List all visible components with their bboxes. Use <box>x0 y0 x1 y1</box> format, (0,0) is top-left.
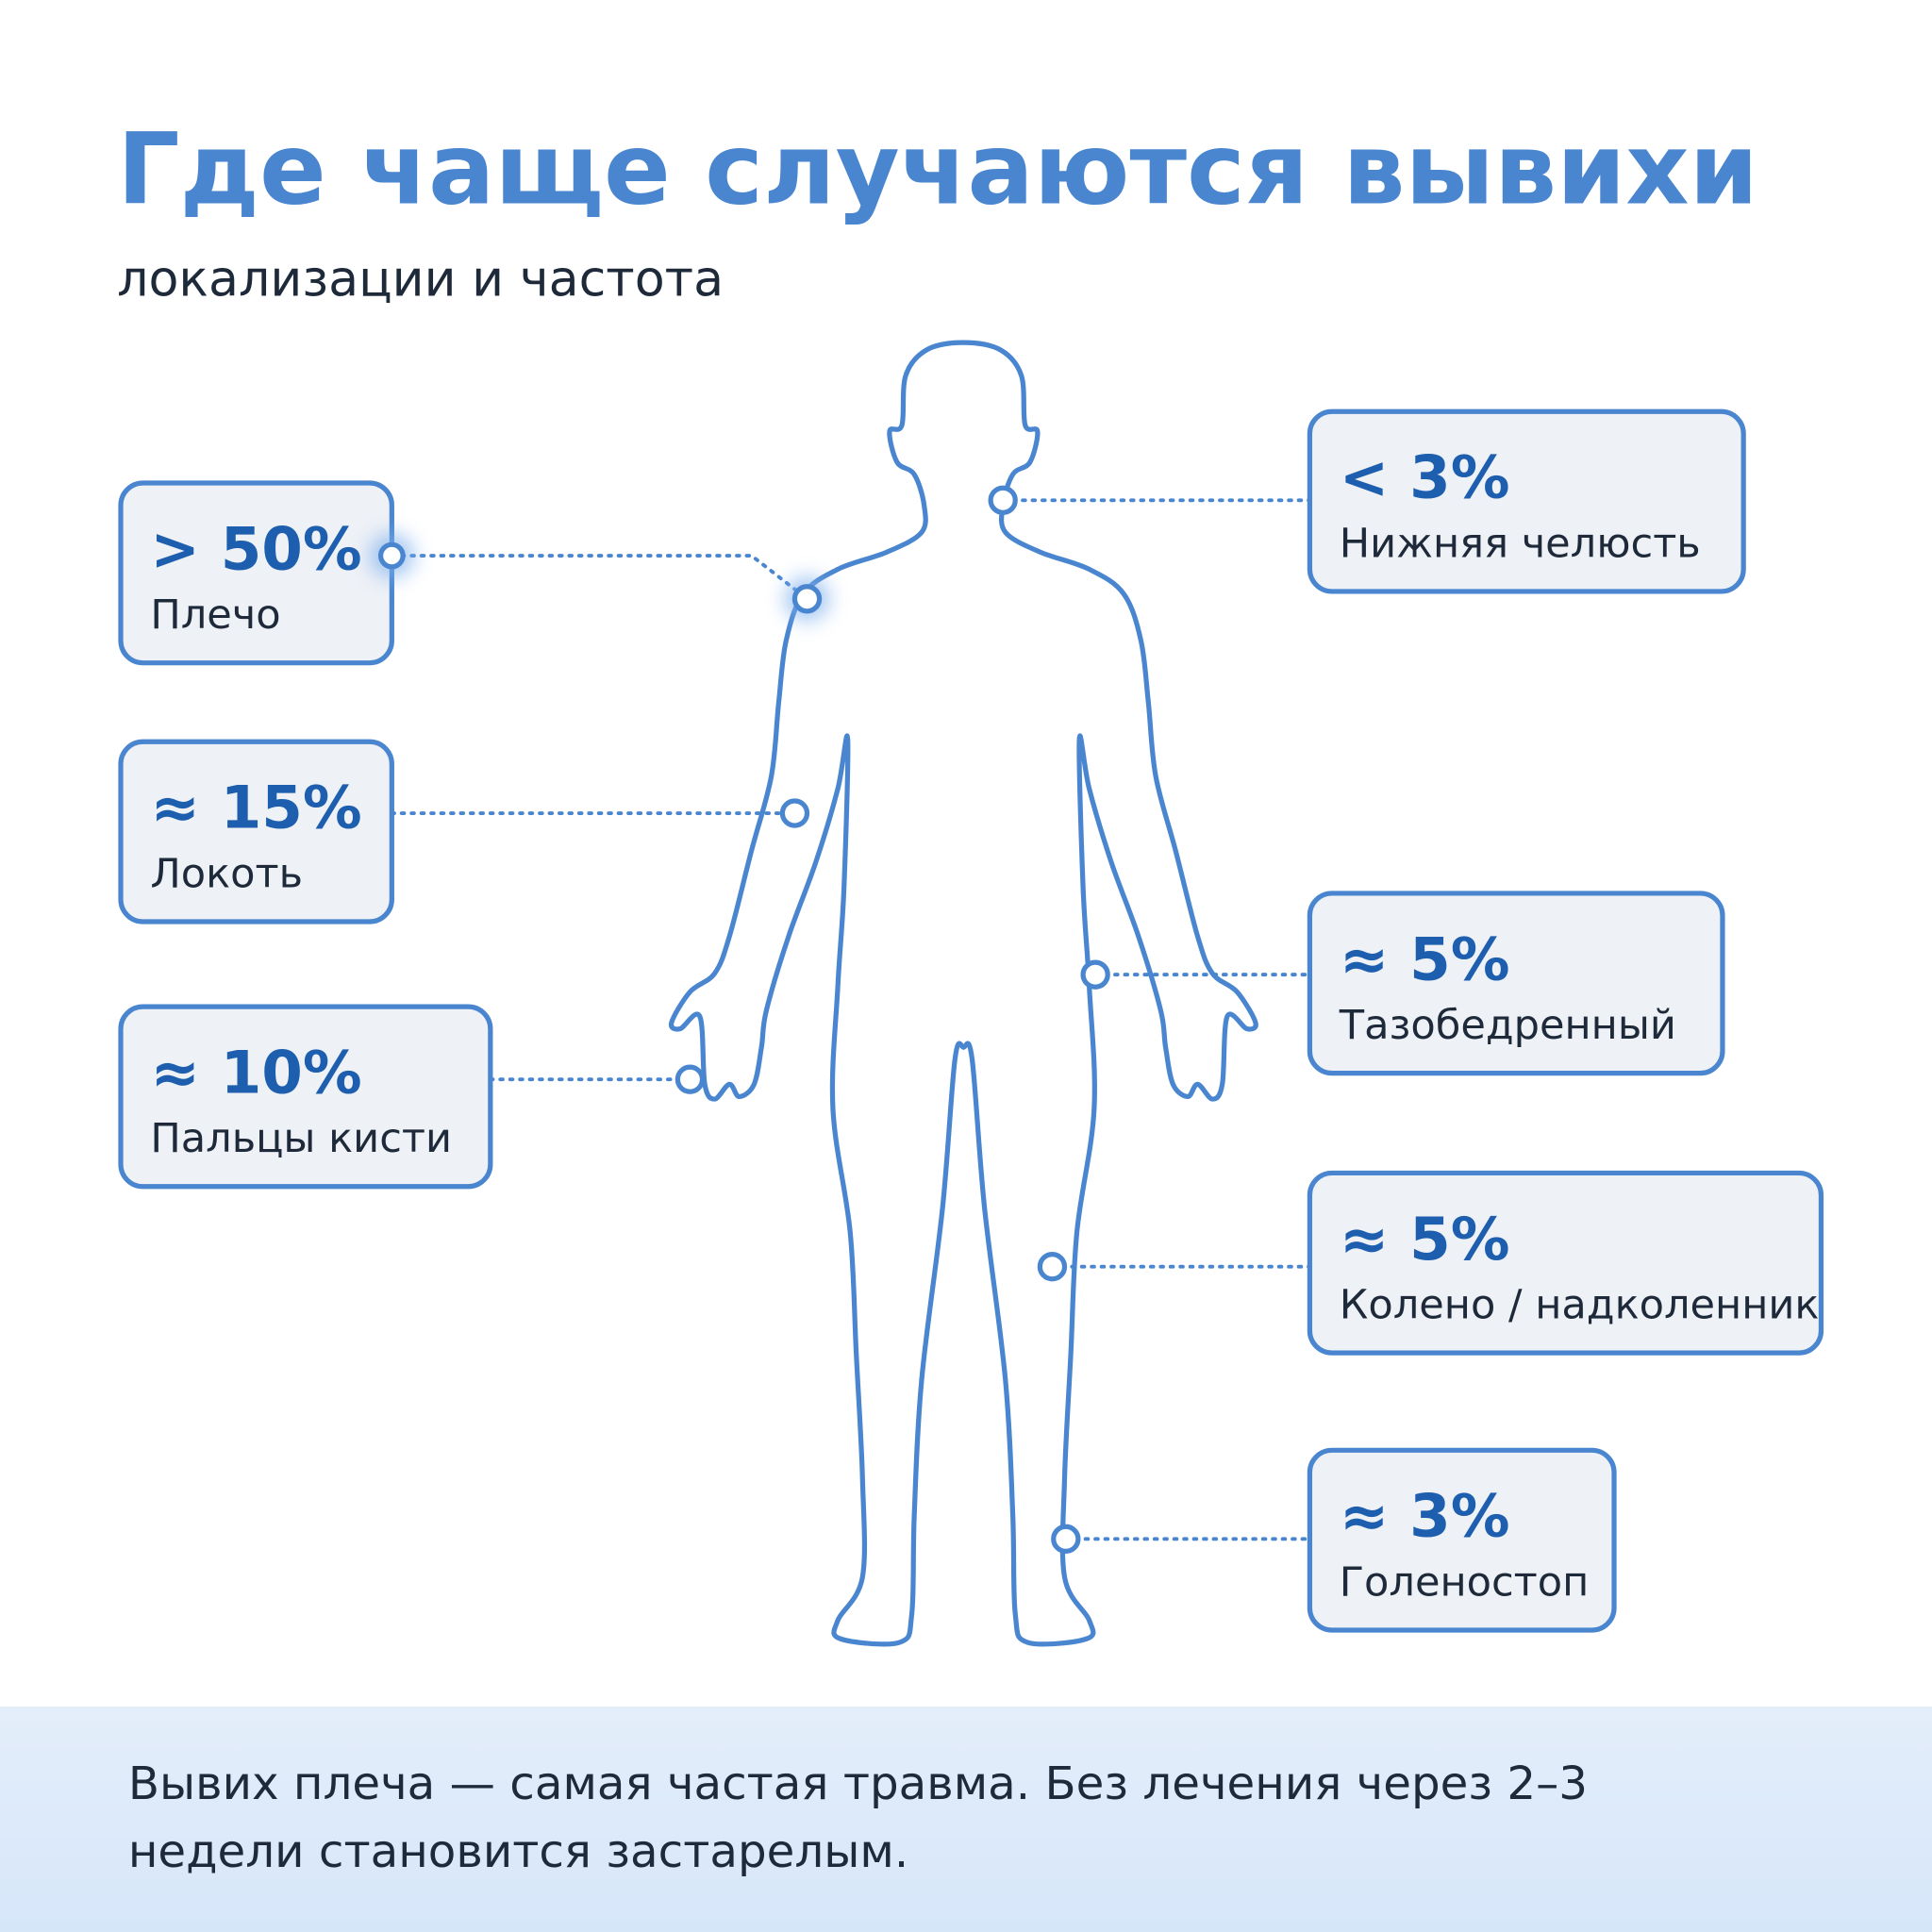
callout-value: ≈ 10% <box>150 1039 361 1108</box>
callout-value: > 50% <box>150 514 361 583</box>
anchor-dot <box>988 485 1018 515</box>
callout-label: Колено / надколенник <box>1340 1282 1820 1329</box>
callout-value: ≈ 5% <box>1340 924 1510 993</box>
anchor-dot <box>1037 1252 1068 1282</box>
callout-label: Голеностоп <box>1340 1558 1590 1606</box>
anchor-dot <box>1051 1524 1081 1555</box>
callout-box <box>1307 1447 1617 1633</box>
callout-label: Тазобедренный <box>1339 1002 1676 1049</box>
leader-line <box>390 554 809 601</box>
title: Где чаще случаются вывихи <box>117 112 1758 227</box>
footer-band <box>0 1706 1932 1932</box>
callout-label: Локоть <box>150 850 303 897</box>
callout-value: ≈ 15% <box>150 774 361 842</box>
footer-text: недели становится застарелым. <box>128 1825 908 1878</box>
callout-value: ≈ 5% <box>1340 1205 1510 1274</box>
callout-box <box>1307 1170 1824 1356</box>
anchor-dot <box>791 584 823 614</box>
callout-value: ≈ 3% <box>1340 1482 1510 1551</box>
callout-box <box>1307 408 1746 594</box>
callout-box <box>118 1004 493 1190</box>
subtitle: локализации и частота <box>117 251 724 308</box>
body-silhouette <box>668 340 1258 1647</box>
anchor-dot <box>1080 959 1110 990</box>
anchor-dot <box>377 541 406 570</box>
callout-label: Нижняя челюсть <box>1340 520 1701 567</box>
anchor-dot <box>779 798 810 828</box>
callout-label: Пальцы кисти <box>150 1115 452 1162</box>
callout-label: Плечо <box>150 591 280 639</box>
callout-box <box>1307 891 1725 1076</box>
callout-box <box>118 739 394 924</box>
callout-value: < 3% <box>1340 443 1510 512</box>
footer-text: Вывих плеча — самая частая травма. Без л… <box>128 1757 1588 1810</box>
anchor-dot <box>675 1064 706 1094</box>
callouts: > 50% Плечо ≈ 15% Локоть ≈ 10% Пальцы кисти < … <box>118 408 1824 1633</box>
